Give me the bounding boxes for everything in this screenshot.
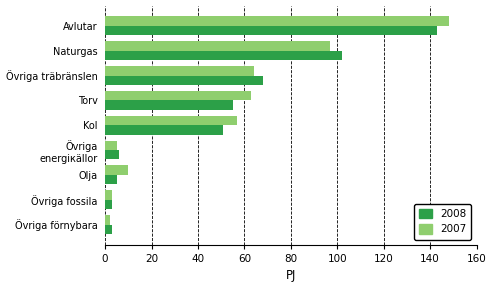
Bar [105,165,128,175]
Bar [105,75,263,85]
Bar [105,150,119,160]
Bar [105,26,437,35]
Bar [105,200,112,209]
Bar [105,215,110,225]
Bar [105,66,254,75]
Bar [105,41,330,51]
Bar [105,125,223,135]
Bar [105,51,342,60]
Bar [105,101,233,110]
X-axis label: PJ: PJ [286,270,296,283]
Bar [105,225,112,234]
Bar [105,175,117,184]
Bar [105,16,449,26]
Bar [105,190,112,200]
Bar [105,116,238,125]
Bar [105,141,117,150]
Legend: 2008, 2007: 2008, 2007 [414,204,471,240]
Bar [105,91,251,101]
